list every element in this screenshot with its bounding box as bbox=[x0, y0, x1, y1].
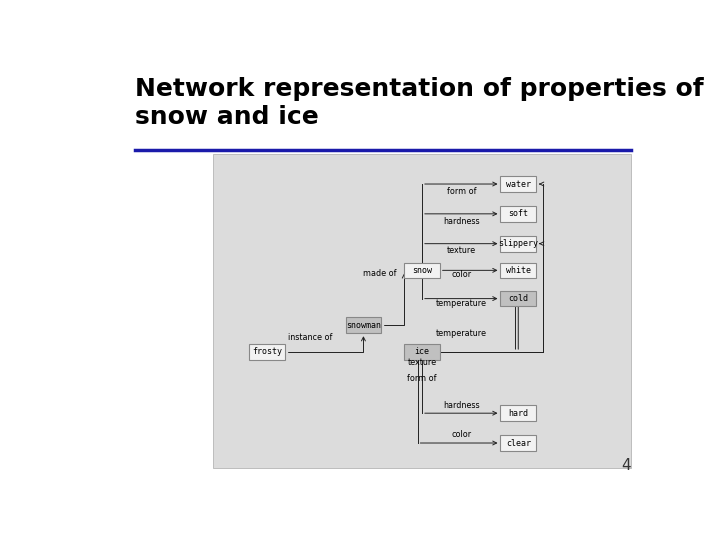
Bar bbox=[213, 154, 631, 468]
Text: hard: hard bbox=[508, 409, 528, 417]
Text: clear: clear bbox=[505, 438, 531, 448]
Text: temperature: temperature bbox=[436, 300, 487, 308]
Bar bbox=[500, 435, 536, 451]
Bar bbox=[404, 344, 440, 360]
Text: slippery: slippery bbox=[498, 239, 539, 248]
Bar bbox=[404, 262, 440, 278]
Text: texture: texture bbox=[408, 359, 436, 367]
Text: snowman: snowman bbox=[346, 321, 381, 330]
Text: Network representation of properties of
snow and ice: Network representation of properties of … bbox=[135, 77, 703, 129]
Bar bbox=[500, 406, 536, 421]
Text: hardness: hardness bbox=[444, 401, 480, 410]
Bar bbox=[346, 318, 381, 333]
Text: instance of: instance of bbox=[288, 333, 332, 342]
Text: color: color bbox=[451, 430, 472, 438]
Text: white: white bbox=[505, 266, 531, 275]
Bar bbox=[500, 262, 536, 278]
Text: snow: snow bbox=[412, 266, 432, 275]
Text: texture: texture bbox=[447, 246, 477, 255]
Text: temperature: temperature bbox=[436, 329, 487, 338]
Text: hardness: hardness bbox=[444, 217, 480, 226]
Text: made of: made of bbox=[364, 269, 397, 278]
Bar bbox=[249, 344, 285, 360]
Bar bbox=[500, 291, 536, 307]
Text: form of: form of bbox=[408, 374, 437, 383]
Text: form of: form of bbox=[447, 187, 477, 197]
Text: cold: cold bbox=[508, 294, 528, 303]
Bar bbox=[500, 206, 536, 222]
Text: color: color bbox=[451, 269, 472, 279]
Text: water: water bbox=[505, 179, 531, 188]
Bar bbox=[500, 236, 536, 252]
Text: soft: soft bbox=[508, 210, 528, 218]
Text: ice: ice bbox=[415, 347, 430, 356]
Text: 4: 4 bbox=[621, 458, 631, 473]
Text: frosty: frosty bbox=[252, 347, 282, 356]
Bar bbox=[500, 176, 536, 192]
